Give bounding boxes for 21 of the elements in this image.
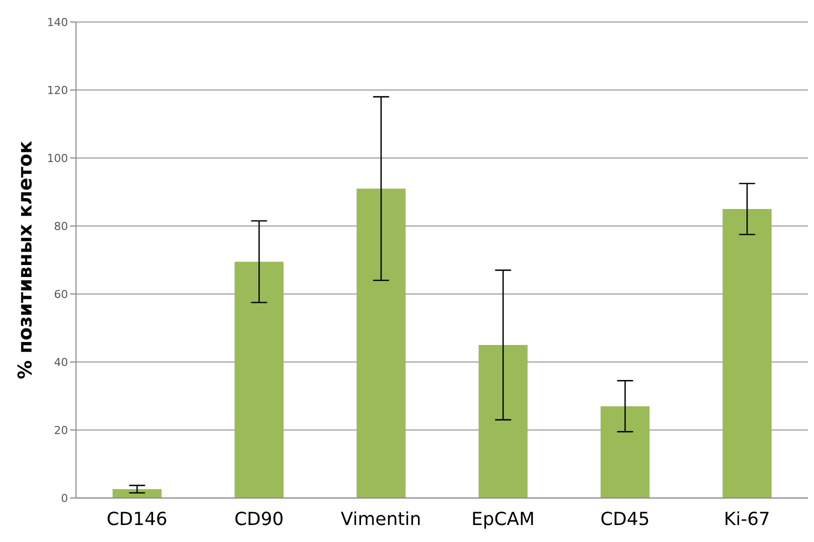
x-tick-label: CD146 (106, 508, 168, 530)
bar (722, 209, 772, 498)
y-tick-label: 40 (54, 356, 68, 369)
x-tick-label: Vimentin (340, 508, 422, 530)
bar (112, 489, 162, 498)
bar (478, 345, 528, 498)
x-tick-label: EpCAM (471, 508, 535, 530)
y-tick-label: 0 (61, 492, 68, 505)
bar (600, 406, 650, 498)
x-tick-label: CD45 (600, 508, 650, 530)
y-tick-label: 80 (54, 220, 68, 233)
bar (234, 262, 284, 498)
y-tick-label: 100 (47, 152, 68, 165)
y-tick-label: 140 (47, 16, 68, 29)
y-tick-label: 120 (47, 84, 68, 97)
x-tick-label: CD90 (234, 508, 284, 530)
y-tick-label: 20 (54, 424, 68, 437)
x-tick-label: Ki-67 (724, 508, 770, 530)
y-axis-title: % позитивных клеток (14, 140, 37, 380)
y-tick-label: 60 (54, 288, 68, 301)
bar (356, 188, 406, 498)
